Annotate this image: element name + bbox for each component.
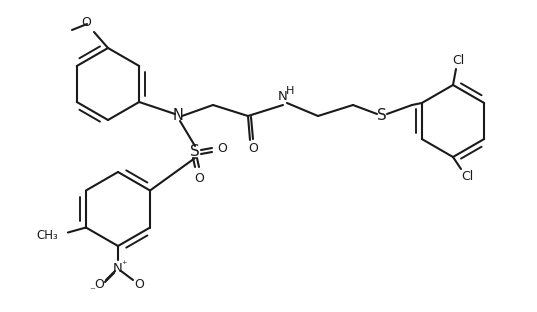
Text: H: H <box>286 86 294 96</box>
Text: O: O <box>248 142 258 154</box>
Text: O: O <box>217 142 227 154</box>
Text: S: S <box>190 144 200 159</box>
Text: N: N <box>278 90 288 103</box>
Text: O: O <box>134 277 144 290</box>
Text: ⁺: ⁺ <box>121 260 127 270</box>
Text: O: O <box>94 279 104 291</box>
Text: Cl: Cl <box>452 53 464 66</box>
Text: Cl: Cl <box>461 170 473 183</box>
Text: O: O <box>194 173 204 186</box>
Text: O: O <box>81 16 91 28</box>
Text: N: N <box>113 261 123 275</box>
Text: ⁻: ⁻ <box>89 286 95 296</box>
Text: N: N <box>172 108 184 123</box>
Text: S: S <box>377 109 387 124</box>
Text: CH₃: CH₃ <box>36 229 58 242</box>
